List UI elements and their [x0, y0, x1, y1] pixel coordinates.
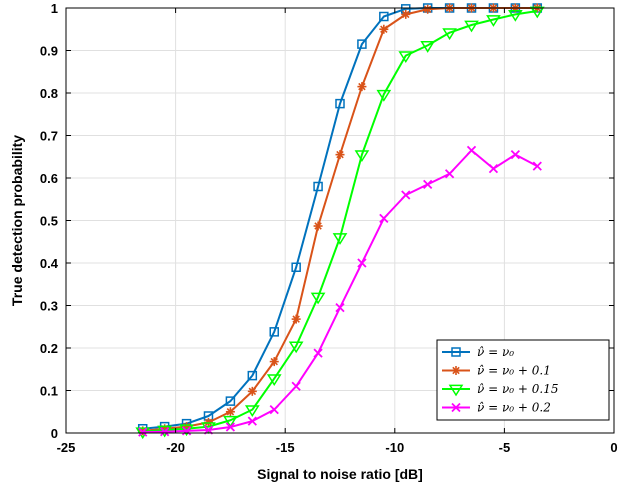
x-tick-label: -25 — [57, 440, 76, 455]
data-point — [529, 6, 545, 19]
y-axis-title: True detection probability — [9, 135, 25, 306]
data-point — [401, 190, 411, 200]
data-point — [335, 302, 345, 313]
data-point — [247, 370, 258, 381]
data-point — [269, 327, 279, 337]
legend-label: ν̂ = ν₀ — [477, 345, 514, 359]
data-point — [442, 28, 457, 41]
y-tick-label: 0.3 — [40, 299, 58, 314]
data-point — [464, 20, 479, 33]
data-point — [357, 82, 367, 92]
data-point — [379, 213, 389, 224]
data-point — [225, 396, 236, 406]
x-tick-label: -10 — [385, 440, 404, 455]
data-point — [488, 164, 499, 174]
data-point — [423, 4, 433, 14]
ticks: -25 -20 -15 -10 -5 0 0 0.1 0.2 0.3 0.4 0.5 0.6 0.7 0.8… — [40, 1, 618, 455]
data-point — [532, 161, 542, 171]
x-tick-label: -5 — [499, 440, 511, 455]
data-point — [225, 407, 235, 417]
data-point — [401, 9, 411, 19]
y-tick-label: 0.6 — [40, 171, 58, 186]
y-tick-label: 0 — [51, 426, 58, 441]
legend-marker — [451, 366, 461, 375]
legend-item: ν̂ = ν₀ + 0.2 — [442, 401, 551, 415]
data-point — [510, 149, 520, 160]
y-tick-label: 0.8 — [40, 86, 58, 101]
series-line — [142, 9, 538, 433]
legend-item: ν̂ = ν₀ + 0.15 — [442, 382, 559, 397]
data-point — [444, 169, 455, 179]
legend-marker — [448, 384, 464, 397]
y-tick-label: 1 — [51, 1, 58, 16]
data-point — [379, 11, 389, 22]
data-point — [486, 15, 501, 27]
data-point — [310, 292, 326, 305]
legend: ν̂ = ν₀ ν̂ = ν₀ + 0.1 ν̂ = ν₀ + 0.15 ν̂ = ν… — [436, 339, 610, 421]
y-tick-label: 0.5 — [40, 214, 58, 229]
data-point — [160, 427, 170, 437]
data-point — [313, 181, 323, 192]
data-point — [466, 145, 477, 156]
data-point — [313, 348, 323, 358]
data-point — [335, 98, 345, 109]
legend-label: ν̂ = ν₀ + 0.1 — [477, 364, 551, 378]
data-point — [291, 314, 301, 324]
y-tick-label: 0.7 — [40, 129, 58, 144]
legend-marker — [451, 347, 461, 357]
legend-marker — [451, 402, 461, 413]
y-tick-label: 0.4 — [40, 256, 59, 271]
data-point — [398, 51, 414, 64]
legend-label: ν̂ = ν₀ + 0.15 — [477, 382, 559, 396]
x-tick-label: -15 — [276, 440, 295, 455]
data-point — [291, 262, 301, 272]
data-point — [508, 10, 523, 22]
data-point — [357, 39, 367, 49]
legend-item: ν̂ = ν₀ — [442, 345, 514, 359]
data-point — [379, 24, 389, 34]
data-point — [357, 258, 367, 268]
data-point — [247, 386, 257, 396]
data-point — [423, 179, 433, 190]
data-point — [291, 381, 301, 391]
x-axis-title: Signal to noise ratio [dB] — [257, 466, 423, 482]
data-point — [288, 341, 304, 354]
data-point — [269, 404, 279, 415]
y-tick-label: 0.1 — [40, 384, 58, 399]
x-tick-label: 0 — [610, 440, 617, 455]
data-point — [266, 374, 282, 387]
y-tick-label: 0.9 — [40, 44, 58, 59]
data-point — [181, 426, 192, 436]
data-point — [335, 150, 345, 160]
data-point — [244, 405, 260, 418]
data-point — [223, 415, 238, 428]
data-point — [313, 221, 323, 231]
data-point — [376, 89, 392, 102]
data-point — [354, 150, 370, 163]
data-point — [332, 233, 348, 245]
legend-item: ν̂ = ν₀ + 0.1 — [442, 364, 551, 378]
data-point — [420, 41, 436, 53]
y-tick-label: 0.2 — [40, 341, 58, 356]
data-point — [225, 422, 236, 432]
legend-label: ν̂ = ν₀ + 0.2 — [477, 401, 551, 415]
data-point — [269, 357, 279, 367]
data-point — [247, 416, 257, 426]
x-tick-label: -20 — [166, 440, 185, 455]
data-point — [138, 427, 148, 437]
